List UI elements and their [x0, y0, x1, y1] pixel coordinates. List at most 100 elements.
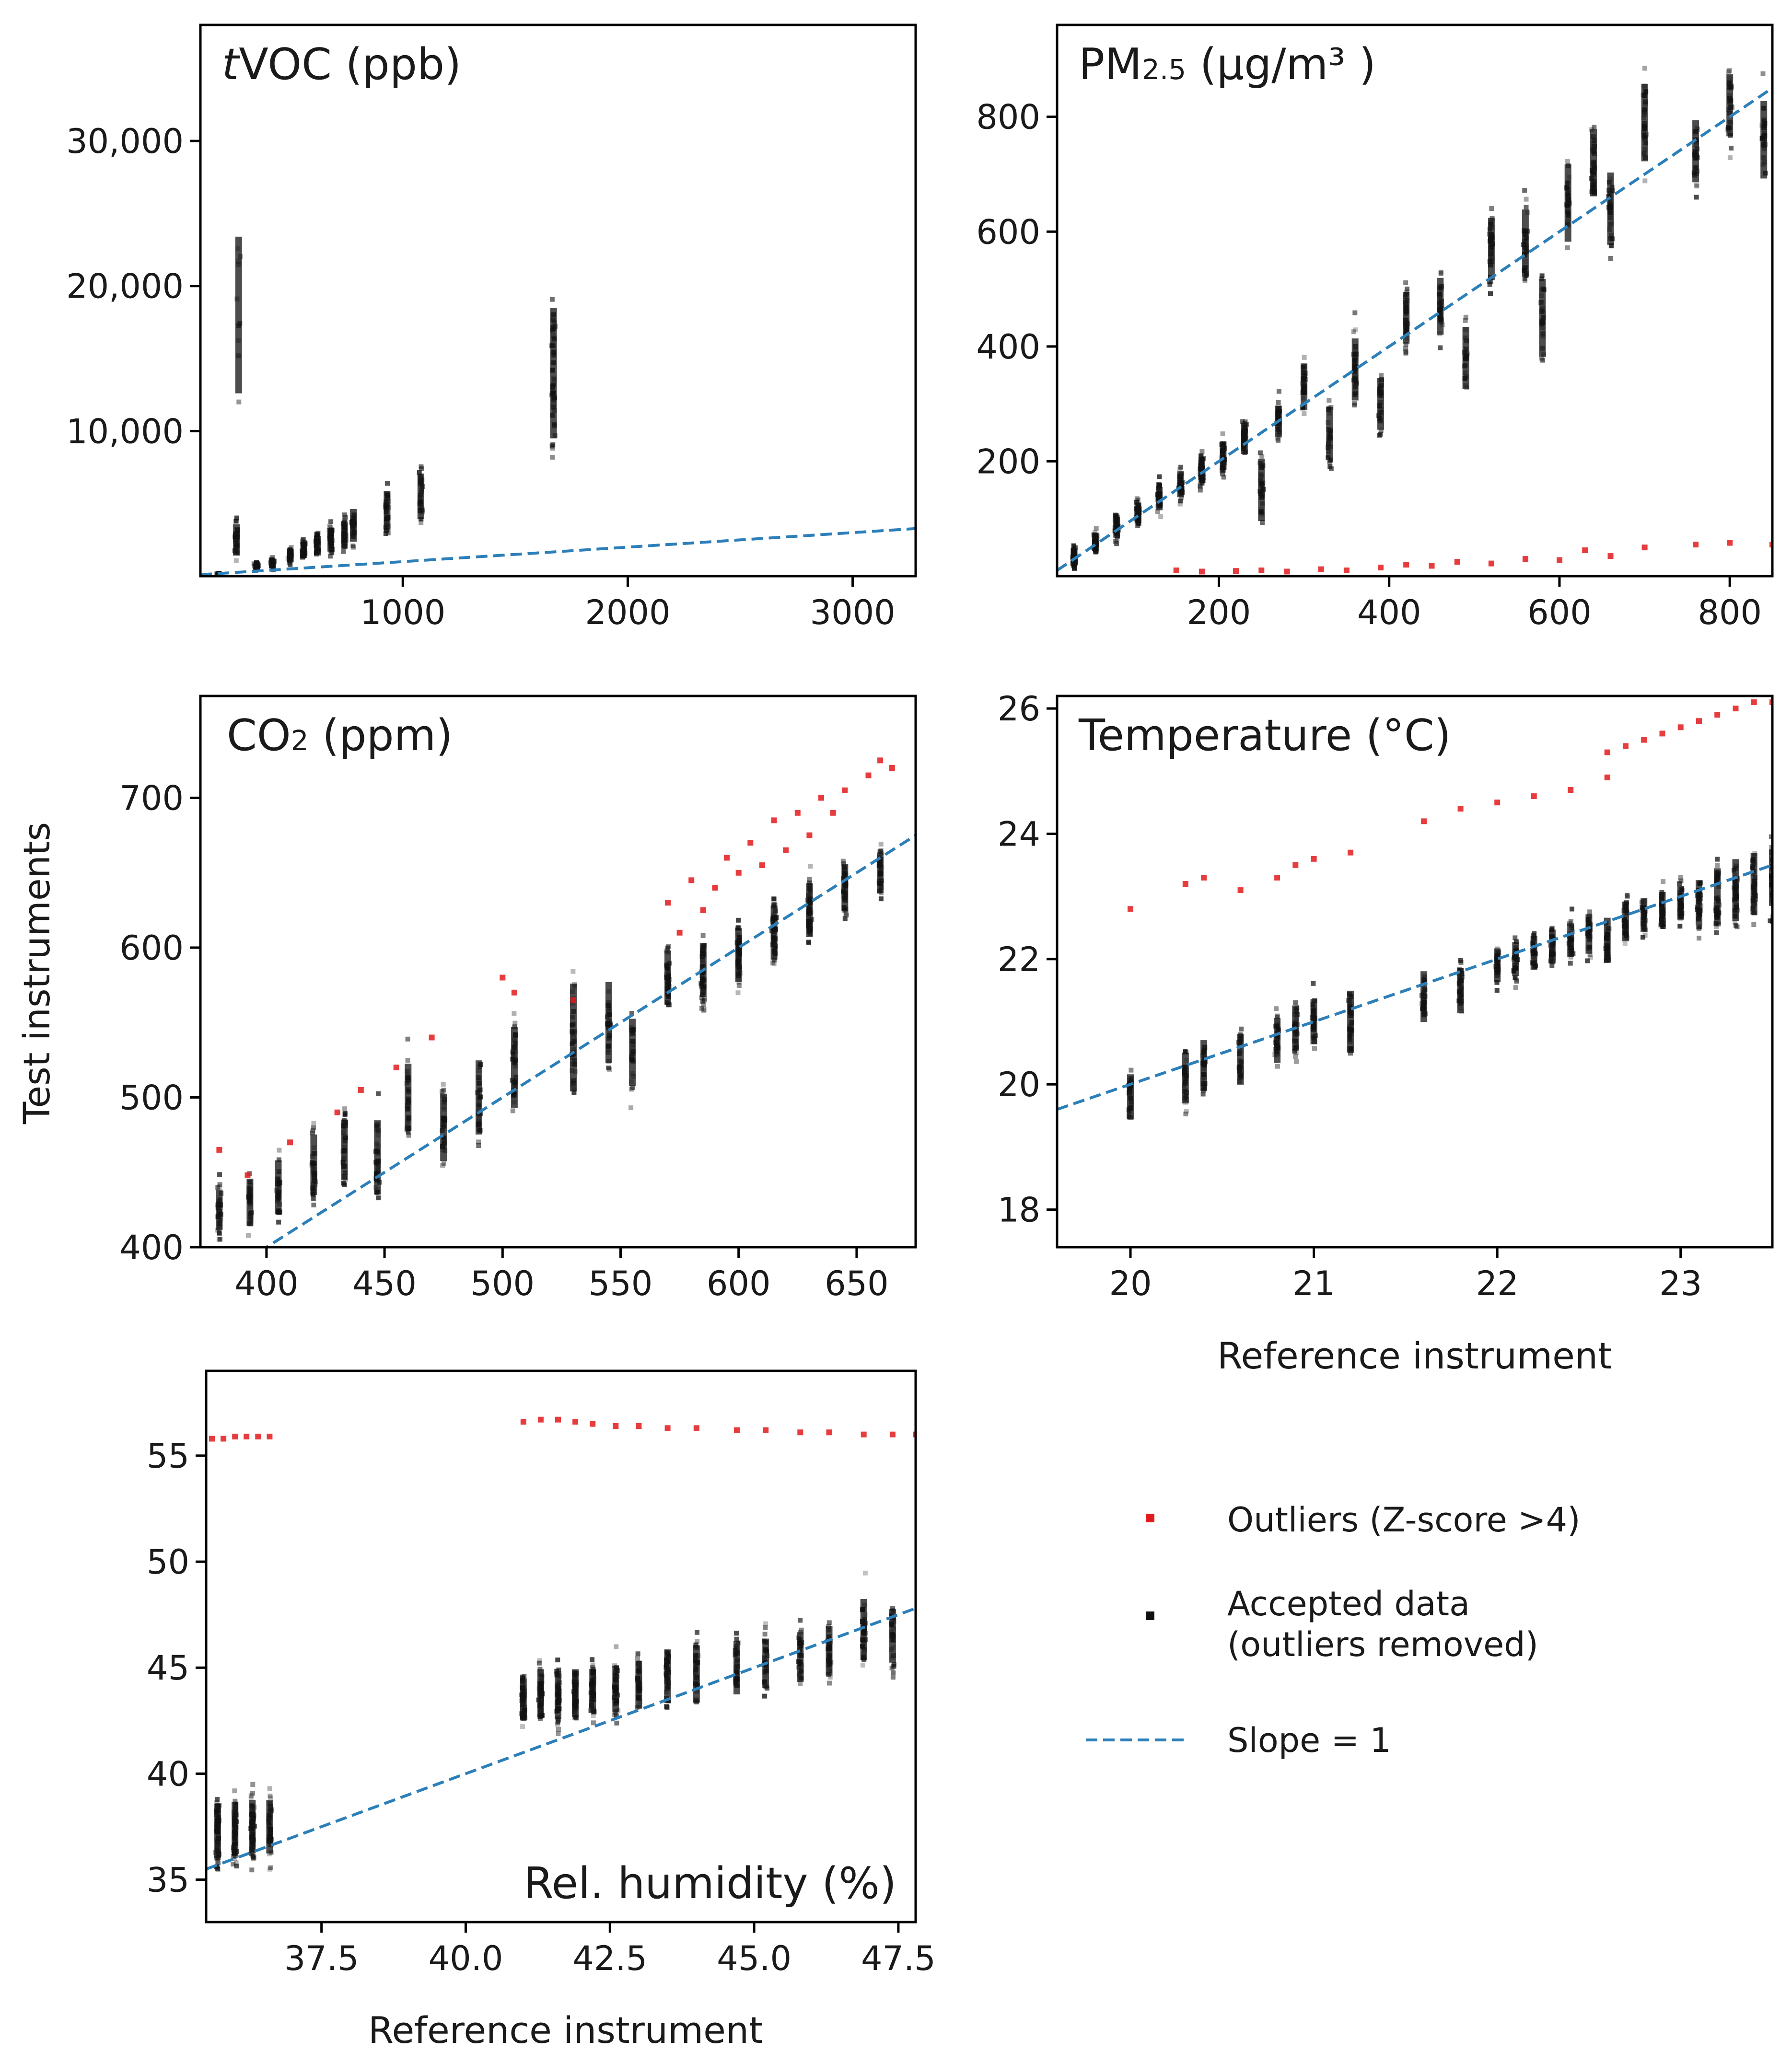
co2-accepted-point — [699, 995, 704, 1000]
pm25-y-tick-label: 600 — [976, 212, 1040, 252]
tvoc-accepted-point — [341, 517, 347, 522]
co2-cluster-core — [440, 1093, 447, 1161]
rh-accepted-point — [215, 1856, 220, 1861]
pm25-cluster-core — [1437, 278, 1444, 335]
temperature-cluster-core — [1237, 1034, 1244, 1085]
co2-accepted-point — [311, 1121, 316, 1126]
pm25-cluster-4 — [1155, 474, 1164, 519]
temperature-accepted-point — [1769, 845, 1772, 850]
rh-cluster-core — [214, 1804, 221, 1858]
pm25-accepted-point — [1198, 484, 1203, 489]
co2-cluster-5 — [373, 1091, 382, 1201]
rh-y-tick-label: 50 — [147, 1542, 189, 1582]
pm25-outlier-point — [1258, 568, 1265, 573]
pm25-accepted-point — [1135, 521, 1140, 526]
temperature-cluster-core — [1548, 929, 1556, 963]
rh-accepted-point — [614, 1714, 619, 1719]
co2-accepted-point — [700, 999, 705, 1004]
pm25-accepted-point — [1438, 271, 1443, 276]
tvoc-x-tick-label: 3000 — [810, 593, 896, 632]
co2-title: CO2 (ppm) — [227, 710, 453, 761]
co2-cluster-1 — [246, 1171, 254, 1238]
temperature-cluster-core — [1274, 1018, 1281, 1063]
temperature-cluster-core — [1732, 859, 1739, 921]
pm25-outlier-point — [1727, 540, 1733, 546]
co2-accepted-point — [665, 945, 671, 950]
temperature-cluster-core — [1530, 936, 1537, 970]
rh-accepted-point — [762, 1632, 768, 1637]
pm25-cluster-core — [1607, 172, 1614, 245]
co2-outlier-point — [429, 1034, 435, 1041]
pm25-outlier-point — [1454, 559, 1460, 565]
tvoc-accepted-point — [419, 520, 424, 525]
rh-accepted-point — [554, 1669, 559, 1674]
rh-accepted-point — [250, 1782, 256, 1787]
tvoc-cluster-core — [233, 524, 240, 556]
co2-accepted-point — [735, 990, 741, 996]
pm25-points — [1057, 66, 1772, 575]
temperature-cluster-6 — [1310, 981, 1318, 1051]
tvoc-cluster-core — [384, 491, 391, 531]
pm25-accepted-point — [1592, 125, 1597, 130]
tvoc-cluster-4 — [268, 555, 277, 572]
rh-cluster-core — [572, 1669, 579, 1717]
rh-accepted-point — [862, 1570, 868, 1576]
tvoc-y-tick-label: 20,000 — [66, 267, 184, 306]
co2-outlier-point — [818, 795, 824, 801]
legend-accepted-label-line1: Accepted data — [1227, 1584, 1470, 1623]
pm25-accepted-point — [1198, 487, 1203, 493]
pm25-accepted-point — [1198, 483, 1203, 488]
co2-accepted-point — [277, 1147, 282, 1153]
pm25-accepted-point — [1352, 310, 1358, 315]
legend-slope-label: Slope = 1 — [1227, 1721, 1391, 1760]
co2-outlier-point — [759, 862, 765, 869]
pm25-cluster-core — [1351, 338, 1359, 401]
temperature-outlier-point — [1201, 875, 1207, 881]
pm25-accepted-point — [1072, 565, 1077, 570]
rh-accepted-point — [573, 1715, 579, 1721]
temperature-accepted-point — [1769, 918, 1772, 924]
pm25-cluster-16 — [1436, 269, 1445, 350]
temperature-accepted-point — [1587, 952, 1593, 957]
temperature-cluster-core — [1769, 849, 1772, 906]
co2-accepted-point — [311, 1125, 316, 1130]
co2-accepted-point — [736, 983, 742, 988]
temperature-cluster-8 — [1419, 971, 1428, 1022]
rh-accepted-point — [635, 1656, 640, 1661]
pm25-cluster-core — [1726, 74, 1734, 137]
rh-accepted-point — [612, 1712, 617, 1717]
tvoc-cluster-12 — [417, 464, 425, 525]
co2-accepted-point — [512, 1024, 517, 1030]
temperature-accepted-point — [1275, 1014, 1280, 1020]
rh-points — [206, 1416, 916, 1873]
temperature-cluster-23 — [1732, 859, 1740, 929]
rh-accepted-point — [215, 1797, 220, 1802]
tvoc-cluster-core — [417, 473, 424, 520]
temperature-outlier-point — [1622, 743, 1629, 749]
rh-accepted-point — [249, 1851, 254, 1856]
rh-accepted-point — [861, 1662, 865, 1668]
rh-outlier-point — [636, 1423, 642, 1429]
pm25-cluster-9 — [1257, 450, 1266, 525]
co2-cluster-core — [511, 1027, 518, 1108]
co2-accepted-point — [806, 940, 812, 945]
rh-accepted-point — [248, 1793, 254, 1798]
pm25-cluster-core — [1641, 83, 1648, 162]
x-axis-label-right: Reference instrument — [1217, 1334, 1612, 1377]
co2-accepted-point — [342, 1106, 348, 1112]
tvoc-x-ticks: 1000 2000 3000 — [360, 576, 896, 632]
temperature-outlier-point — [1769, 699, 1772, 706]
x-axis-label-bottom: Reference instrument — [368, 2009, 763, 2051]
rh-accepted-point — [891, 1662, 896, 1667]
pm25-outlier-point — [1233, 568, 1239, 574]
co2-accepted-point — [665, 944, 671, 949]
rh-accepted-point — [555, 1657, 560, 1663]
rh-accepted-point — [556, 1727, 561, 1732]
rh-cluster-core — [520, 1678, 527, 1721]
pm25-cluster-core — [1488, 218, 1495, 280]
pm25-cluster-18 — [1487, 206, 1495, 296]
co2-accepted-point — [842, 916, 848, 921]
rh-accepted-point — [268, 1794, 273, 1798]
pm25-accepted-point — [1113, 513, 1118, 519]
rh-accepted-point — [590, 1662, 595, 1668]
